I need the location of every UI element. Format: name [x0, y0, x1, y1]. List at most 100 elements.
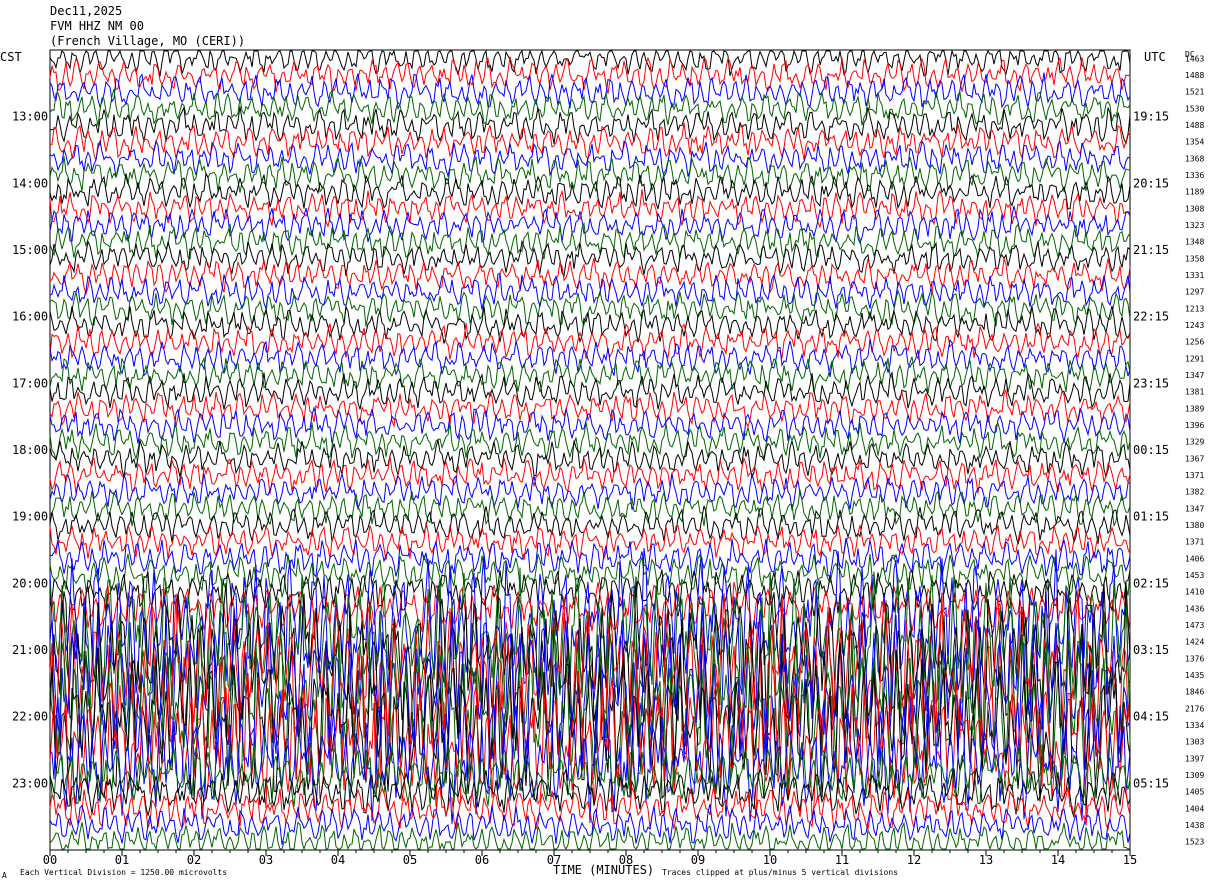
cst-hour-label: 15:00 [12, 243, 48, 257]
trace-row [49, 505, 1131, 545]
trace-row [49, 742, 1131, 807]
dc-offset-label: 1846 [1185, 688, 1204, 697]
cst-hour-label: 20:00 [12, 576, 48, 590]
utc-hour-label: 23:15 [1133, 376, 1169, 390]
dc-offset-label: 1463 [1185, 54, 1204, 63]
trace-row [49, 338, 1131, 378]
utc-hour-label: 03:15 [1133, 643, 1169, 657]
dc-offset-label: 1347 [1185, 371, 1204, 380]
trace-row [49, 239, 1131, 278]
trace-row [49, 105, 1131, 145]
trace-row [49, 49, 1131, 77]
trace-row [49, 371, 1131, 410]
dc-offset-label: 1389 [1185, 404, 1204, 413]
x-tick-label: 13 [979, 853, 993, 867]
dc-offset-label: 1291 [1185, 354, 1204, 363]
dc-offset-label: 1410 [1185, 588, 1204, 597]
dc-offset-label: 1348 [1185, 238, 1204, 247]
trace-row [49, 456, 1131, 495]
dc-offset-label: 2176 [1185, 704, 1204, 713]
x-axis-title: TIME (MINUTES) [553, 863, 655, 877]
dc-offset-label: 1309 [1185, 771, 1204, 780]
utc-hour-label: 04:15 [1133, 710, 1169, 724]
x-tick-label: 01 [115, 853, 129, 867]
dc-offset-label: 1368 [1185, 154, 1204, 163]
x-tick-label: 08 [619, 853, 633, 867]
corner-mark: A [2, 871, 7, 880]
trace-row [49, 88, 1131, 127]
traces [49, 49, 1131, 851]
dc-offset-label: 1329 [1185, 438, 1204, 447]
dc-offset-label: 1358 [1185, 254, 1204, 263]
trace-row [49, 693, 1131, 824]
dc-offset-label: 1189 [1185, 188, 1204, 197]
dc-offset-label: 1308 [1185, 204, 1204, 213]
cst-hour-label: 17:00 [12, 376, 48, 390]
x-tick-label: 12 [907, 853, 921, 867]
dc-offset-label: 1334 [1185, 721, 1204, 730]
cst-axis-label: CST [0, 50, 22, 64]
location-label: (French Village, MO (CERI)) [50, 34, 246, 48]
dc-offset-label: 1438 [1185, 821, 1204, 830]
x-tick-label: 14 [1051, 853, 1065, 867]
cst-hour-label: 14:00 [12, 176, 48, 190]
trace-row [49, 537, 1131, 579]
dc-offset-label: 1347 [1185, 504, 1204, 513]
cst-hour-label: 16:00 [12, 310, 48, 324]
dc-offset-label: 1396 [1185, 421, 1204, 430]
utc-hour-label: 02:15 [1133, 576, 1169, 590]
dc-offset-label: 1381 [1185, 388, 1204, 397]
dc-offset-label: 1404 [1185, 804, 1204, 813]
utc-hour-label: 05:15 [1133, 776, 1169, 790]
dc-offset-label: 1436 [1185, 604, 1204, 613]
trace-row [49, 785, 1131, 831]
dc-offset-label: 1405 [1185, 788, 1204, 797]
x-tick-label: 10 [763, 853, 777, 867]
trace-row [49, 56, 1131, 94]
trace-row [49, 576, 1131, 737]
dc-offset-label: 1424 [1185, 638, 1204, 647]
x-tick-label: 00 [43, 853, 57, 867]
dc-offset-label: 1435 [1185, 671, 1204, 680]
dc-offset-label: 1354 [1185, 138, 1204, 147]
trace-row [49, 489, 1131, 527]
utc-hour-label: 22:15 [1133, 310, 1169, 324]
dc-offset-label: 1371 [1185, 538, 1204, 547]
trace-row [49, 288, 1131, 329]
dc-offset-label: 1473 [1185, 621, 1204, 630]
cst-hour-label: 18:00 [12, 443, 48, 457]
trace-row [49, 821, 1131, 851]
trace-row [49, 553, 1131, 598]
dc-offset-label: 1303 [1185, 738, 1204, 747]
dc-label: DC [1185, 50, 1195, 59]
dc-offset-label: 1367 [1185, 454, 1204, 463]
trace-row [49, 388, 1131, 428]
x-tick-label: 11 [835, 853, 849, 867]
dc-offset-label: 1331 [1185, 271, 1204, 280]
utc-axis-label: UTC [1144, 50, 1166, 64]
dc-offset-label: 1530 [1185, 104, 1204, 113]
trace-row [49, 72, 1131, 111]
x-tick-label: 15 [1123, 853, 1137, 867]
trace-row [49, 767, 1131, 818]
trace-row [49, 156, 1130, 194]
dc-offset-label: 1488 [1185, 121, 1204, 130]
trace-row [49, 422, 1131, 462]
trace-row [49, 257, 1131, 296]
utc-hour-label: 19:15 [1133, 110, 1169, 124]
trace-row [49, 189, 1131, 229]
dc-offset-label: 1371 [1185, 471, 1204, 480]
dc-offset-label: 1297 [1185, 288, 1204, 297]
utc-hour-label: 01:15 [1133, 510, 1169, 524]
trace-row [49, 439, 1131, 479]
trace-row [49, 122, 1131, 161]
dc-offset-label: 1213 [1185, 304, 1204, 313]
dc-offset-label: 1323 [1185, 221, 1204, 230]
trace-row [49, 139, 1131, 178]
dc-offset-label: 1453 [1185, 571, 1204, 580]
date-label: Dec11,2025 [50, 4, 123, 18]
dc-offset-label: 1521 [1185, 88, 1204, 97]
x-tick-label: 06 [475, 853, 489, 867]
dc-offset-label: 1397 [1185, 754, 1204, 763]
